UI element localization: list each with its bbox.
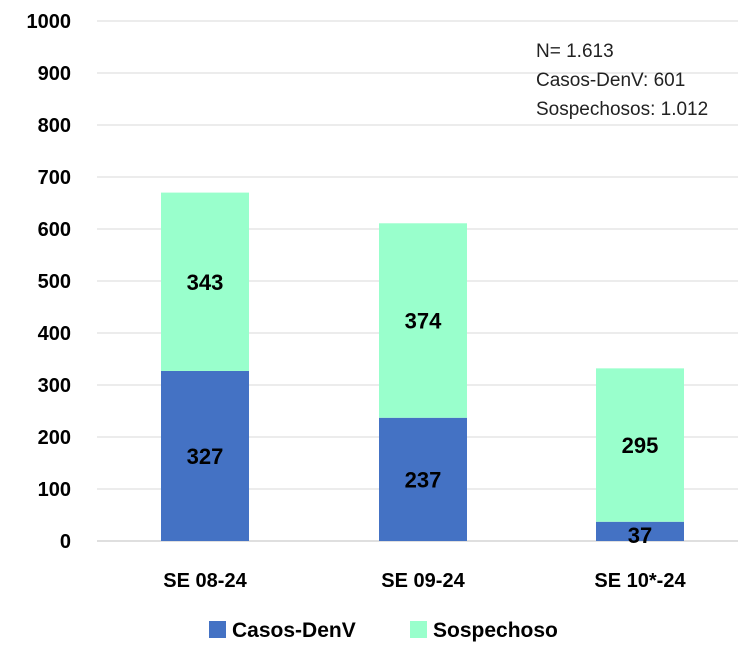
y-tick-label: 100 [38,479,71,501]
legend: Casos-DenV Sospechoso [209,619,558,642]
bar-segment-casos-denv [161,370,249,541]
bar-segment-sospechoso [596,368,684,522]
x-axis-categories: SE 08-24 SE 09-24 SE 10*-24 [163,570,686,592]
data-labels: 327 343 237 374 37 295 [187,270,659,548]
y-tick-label: 900 [38,63,71,85]
legend-label: Sospechoso [433,619,558,642]
data-label: 37 [628,523,652,548]
annotation-line: Sospechosos: 1.012 [536,99,708,120]
data-label: 343 [187,270,224,295]
legend-swatch [410,621,427,638]
y-tick-label: 1000 [27,11,72,33]
annotation-line: Casos-DenV: 601 [536,70,685,91]
bar-segment-casos-denv [596,521,684,541]
y-tick-label: 600 [38,219,71,241]
y-axis-ticks: 0 100 200 300 400 500 600 700 800 900 1000 [27,11,72,553]
bar-segment-sospechoso [161,192,249,371]
data-label: 374 [405,309,442,334]
y-tick-label: 200 [38,427,71,449]
y-tick-label: 300 [38,375,71,397]
annotation-box: N= 1.613 Casos-DenV: 601 Sospechosos: 1.01… [536,41,708,120]
legend-swatch [209,621,226,638]
x-category-label: SE 09-24 [381,570,465,592]
data-label: 327 [187,444,224,469]
y-tick-label: 500 [38,271,71,293]
y-tick-label: 800 [38,115,71,137]
annotation-line: N= 1.613 [536,41,614,62]
y-tick-label: 400 [38,323,71,345]
x-category-label: SE 10*-24 [594,570,686,592]
bars [161,192,684,541]
bar-segment-sospechoso [379,223,467,418]
bar-segment-casos-denv [379,417,467,541]
y-tick-label: 700 [38,167,71,189]
x-category-label: SE 08-24 [163,570,247,592]
data-label: 237 [405,467,442,492]
y-tick-label: 0 [60,531,71,553]
data-label: 295 [622,433,659,458]
legend-label: Casos-DenV [232,619,356,642]
